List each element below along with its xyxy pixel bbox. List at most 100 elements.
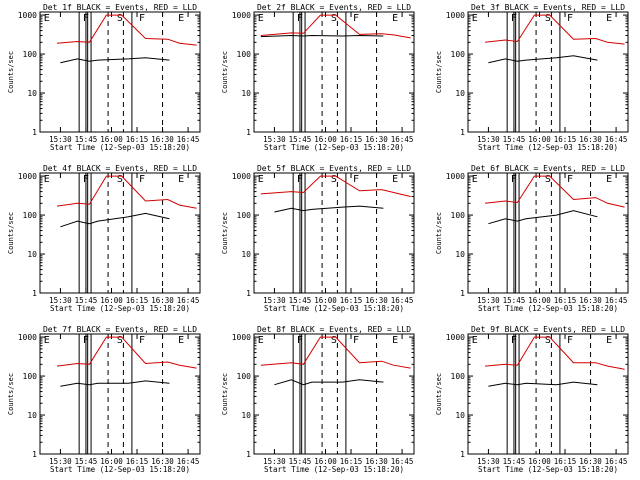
interval-marker: F xyxy=(511,335,517,346)
y-tick-label: 100 xyxy=(23,372,38,381)
y-tick-label: 10 xyxy=(241,250,251,259)
interval-marker: F xyxy=(139,13,145,24)
series-lld-line xyxy=(484,14,625,45)
x-tick-label: 16:00 xyxy=(528,296,551,305)
x-tick-label: 16:45 xyxy=(177,296,200,305)
plot-frame xyxy=(253,11,415,133)
x-tick-label: 16:15 xyxy=(340,135,363,144)
panel-det-9: Det 9f BLACK = Events, RED = LLD 1 10 100 10… xyxy=(435,325,629,474)
interval-marker: E xyxy=(258,13,264,24)
y-tick-label: 10 xyxy=(455,411,465,420)
y-tick-label: 1000 xyxy=(446,333,465,342)
y-tick-label: 1000 xyxy=(446,11,465,20)
y-tick-label: 10 xyxy=(27,89,37,98)
y-tick-label: 100 xyxy=(237,211,252,220)
interval-marker: F xyxy=(83,335,89,346)
interval-marker: F xyxy=(297,335,303,346)
x-tick-label: 16:15 xyxy=(554,135,577,144)
interval-marker: E xyxy=(606,13,612,24)
y-tick-label: 100 xyxy=(451,50,466,59)
x-tick-label: 16:15 xyxy=(554,296,577,305)
x-tick-label: 15:30 xyxy=(263,457,286,466)
series-lld-line xyxy=(260,14,411,39)
x-tick-label: 16:45 xyxy=(177,135,200,144)
interval-marker: S xyxy=(545,335,551,346)
x-tick-label: 16:45 xyxy=(605,296,628,305)
x-axis-label: Start Time (12-Sep-03 15:18:20) xyxy=(50,304,190,313)
y-tick-label: 1 xyxy=(246,450,251,459)
y-tick-label: 1000 xyxy=(18,333,37,342)
x-tick-label: 16:00 xyxy=(100,457,123,466)
y-tick-label: 10 xyxy=(455,89,465,98)
panel-det-6: Det 6f BLACK = Events, RED = LLD 1 10 100 10… xyxy=(435,164,629,313)
y-tick-label: 100 xyxy=(23,211,38,220)
x-tick-label: 15:30 xyxy=(477,296,500,305)
x-tick-label: 16:30 xyxy=(365,135,388,144)
y-tick-label: 10 xyxy=(27,411,37,420)
x-tick-label: 16:15 xyxy=(340,457,363,466)
x-tick-label: 16:15 xyxy=(340,296,363,305)
interval-marker: E xyxy=(178,13,184,24)
x-tick-label: 16:30 xyxy=(579,296,602,305)
interval-marker: E xyxy=(472,335,478,346)
y-tick-label: 10 xyxy=(241,411,251,420)
interval-marker: F xyxy=(567,335,573,346)
x-axis-label: Start Time (12-Sep-03 15:18:20) xyxy=(264,304,404,313)
series-lld-line xyxy=(56,336,197,369)
interval-marker: E xyxy=(606,335,612,346)
x-tick-label: 15:30 xyxy=(477,135,500,144)
interval-marker: F xyxy=(139,174,145,185)
interval-marker: E xyxy=(258,174,264,185)
panel-title: Det 9f BLACK = Events, RED = LLD xyxy=(471,325,625,334)
x-tick-label: 16:30 xyxy=(365,457,388,466)
panel-title: Det 1f BLACK = Events, RED = LLD xyxy=(43,3,197,12)
y-tick-label: 100 xyxy=(237,50,252,59)
x-tick-label: 16:00 xyxy=(100,296,123,305)
y-tick-label: 1 xyxy=(460,128,465,137)
series-events-line xyxy=(274,379,384,386)
series-lld-line xyxy=(484,175,625,208)
interval-marker: F xyxy=(353,174,359,185)
y-tick-label: 100 xyxy=(451,372,466,381)
x-tick-label: 15:45 xyxy=(75,457,98,466)
x-tick-label: 16:00 xyxy=(314,135,337,144)
interval-marker: F xyxy=(353,13,359,24)
y-axis-label: Counts/sec xyxy=(435,373,443,415)
x-tick-label: 15:45 xyxy=(75,135,98,144)
x-axis-label: Start Time (12-Sep-03 15:18:20) xyxy=(478,304,618,313)
y-tick-label: 100 xyxy=(237,372,252,381)
x-tick-label: 16:15 xyxy=(126,296,149,305)
plot-frame xyxy=(39,11,201,133)
series-lld-line xyxy=(484,336,625,370)
interval-marker: S xyxy=(117,174,123,185)
panel-det-1: Det 1f BLACK = Events, RED = LLD 1 10 100 10… xyxy=(7,3,201,152)
x-tick-label: 15:45 xyxy=(289,296,312,305)
series-lld-line xyxy=(56,14,197,46)
y-tick-label: 100 xyxy=(23,50,38,59)
panel-det-7: Det 7f BLACK = Events, RED = LLD 1 10 100 10… xyxy=(7,325,201,474)
y-axis-label: Counts/sec xyxy=(435,212,443,254)
x-tick-label: 16:00 xyxy=(314,457,337,466)
x-tick-label: 15:45 xyxy=(503,457,526,466)
interval-marker: F xyxy=(83,174,89,185)
panel-det-2: Det 2f BLACK = Events, RED = LLD 1 10 100 10… xyxy=(221,3,415,152)
x-tick-label: 16:45 xyxy=(605,457,628,466)
panel-det-4: Det 4f BLACK = Events, RED = LLD 1 10 100 10… xyxy=(7,164,201,313)
y-tick-label: 1000 xyxy=(232,11,251,20)
y-tick-label: 10 xyxy=(241,89,251,98)
interval-marker: F xyxy=(567,13,573,24)
y-axis-label: Counts/sec xyxy=(7,212,15,254)
y-tick-label: 1000 xyxy=(18,172,37,181)
interval-marker: E xyxy=(472,174,478,185)
plot-frame xyxy=(467,172,629,294)
x-tick-label: 15:45 xyxy=(503,296,526,305)
panel-title: Det 2f BLACK = Events, RED = LLD xyxy=(257,3,411,12)
y-tick-label: 1 xyxy=(32,450,37,459)
interval-marker: S xyxy=(545,174,551,185)
series-events-line xyxy=(60,380,170,387)
x-tick-label: 15:30 xyxy=(49,135,72,144)
interval-marker: E xyxy=(44,13,50,24)
x-tick-label: 16:45 xyxy=(391,457,414,466)
x-axis-label: Start Time (12-Sep-03 15:18:20) xyxy=(478,143,618,152)
